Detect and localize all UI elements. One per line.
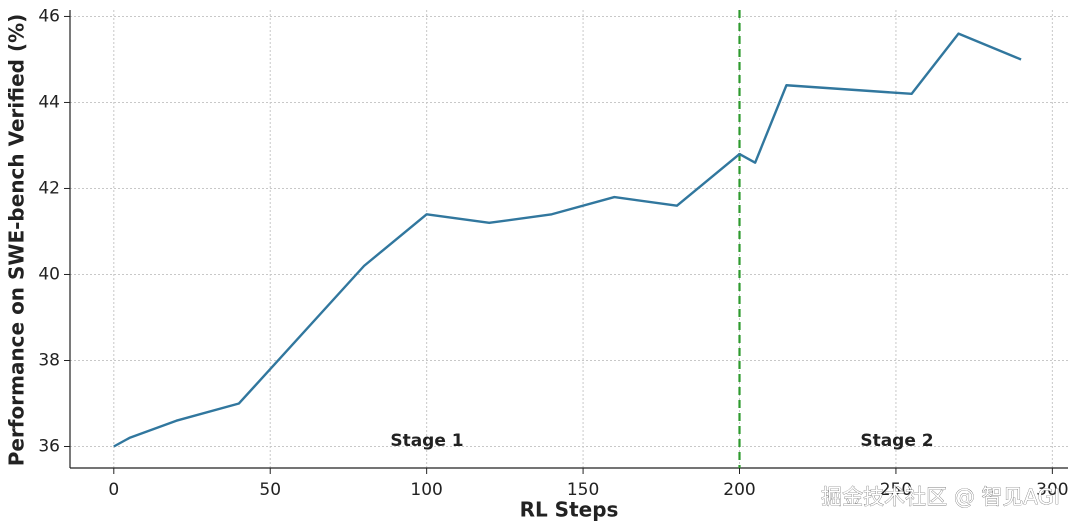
y-tick-label: 42 <box>38 178 60 198</box>
y-tick-label: 44 <box>38 92 60 112</box>
x-axis-title: RL Steps <box>520 498 619 522</box>
y-axis-title: Performance on SWE-bench Verified (%) <box>5 14 29 467</box>
data-line <box>113 32 1022 448</box>
y-tick-label: 36 <box>38 436 60 456</box>
x-tick-label: 50 <box>259 480 281 500</box>
x-tick-label: 250 <box>880 480 912 500</box>
y-tick-label: 46 <box>38 6 60 26</box>
x-tick-label: 200 <box>723 480 755 500</box>
stage-label: Stage 1 <box>390 431 463 451</box>
x-tick-label: 150 <box>567 480 599 500</box>
stage-label: Stage 2 <box>860 431 933 451</box>
x-tick-label: 0 <box>108 480 119 500</box>
y-tick-label: 38 <box>38 350 60 370</box>
x-tick-label: 100 <box>410 480 442 500</box>
x-tick-label: 300 <box>1036 480 1068 500</box>
watermark: 掘金技术社区 @ 智见AGI <box>821 485 1060 509</box>
y-tick-label: 40 <box>38 264 60 284</box>
